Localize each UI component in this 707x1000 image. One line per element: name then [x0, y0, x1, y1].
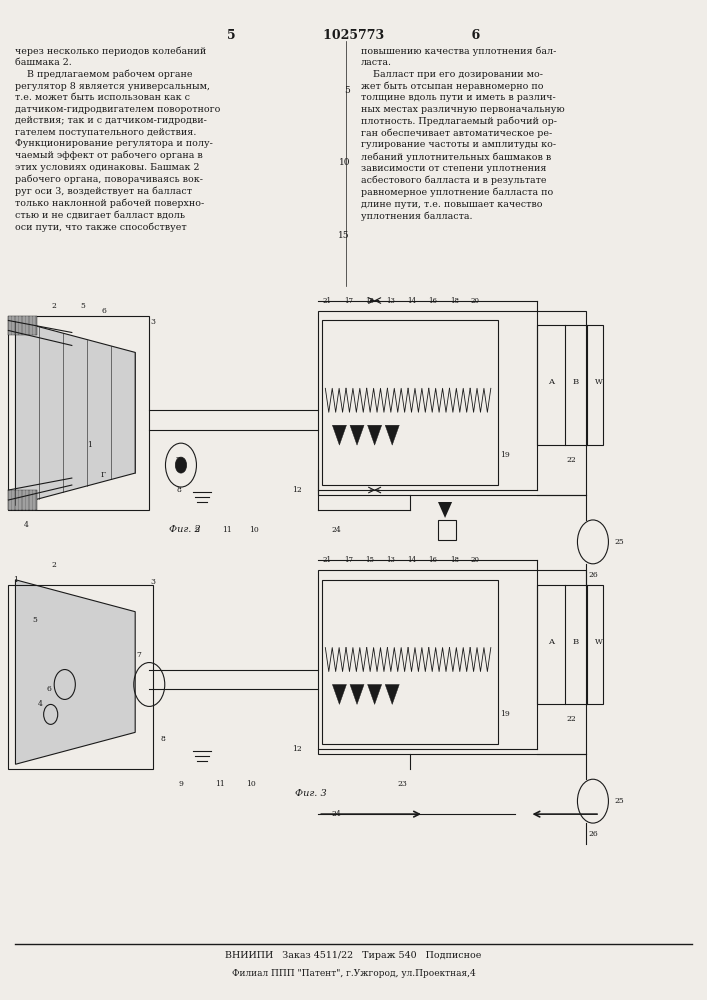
- Bar: [322, 580, 498, 744]
- Text: повышению качества уплотнения бал-
ласта.
    Балласт при его дозировании мо-
же: повышению качества уплотнения бал- ласта…: [361, 46, 564, 221]
- Text: 5: 5: [344, 86, 350, 95]
- Text: 15: 15: [366, 556, 374, 564]
- Bar: [8, 316, 37, 335]
- Text: 20: 20: [471, 297, 480, 305]
- Text: 26: 26: [588, 571, 598, 579]
- Text: 26: 26: [588, 830, 598, 838]
- Text: 19: 19: [500, 451, 510, 459]
- Text: 10: 10: [249, 526, 258, 534]
- Bar: [537, 585, 604, 704]
- Circle shape: [175, 457, 187, 473]
- Text: 5: 5: [33, 616, 37, 624]
- Text: 4: 4: [37, 700, 42, 708]
- Text: 15: 15: [366, 297, 374, 305]
- Text: 6: 6: [101, 307, 106, 315]
- Bar: [318, 570, 586, 754]
- Text: 4: 4: [23, 521, 28, 529]
- Text: A: A: [548, 378, 554, 386]
- Text: 12: 12: [292, 486, 302, 494]
- Polygon shape: [350, 684, 364, 704]
- Text: 2: 2: [52, 302, 57, 310]
- Text: Г: Г: [101, 471, 106, 479]
- Text: 7: 7: [136, 651, 141, 659]
- Text: 21: 21: [323, 297, 332, 305]
- Polygon shape: [332, 425, 346, 445]
- Text: Филиал ППП "Патент", г.Ужгород, ул.Проектная,4: Филиал ППП "Патент", г.Ужгород, ул.Проек…: [232, 969, 475, 978]
- Bar: [8, 585, 153, 769]
- Text: 14: 14: [407, 297, 416, 305]
- Text: 3: 3: [151, 578, 156, 586]
- Polygon shape: [368, 684, 382, 704]
- Text: 24: 24: [331, 810, 341, 818]
- Text: 1: 1: [87, 441, 92, 449]
- Text: 10: 10: [247, 780, 256, 788]
- Text: 16: 16: [428, 556, 438, 564]
- Text: W: W: [595, 378, 602, 386]
- Text: Фиг. 2: Фиг. 2: [168, 525, 200, 534]
- Text: 3: 3: [151, 318, 156, 326]
- Text: 18: 18: [450, 556, 459, 564]
- Text: 2: 2: [52, 561, 57, 569]
- Bar: [318, 311, 586, 495]
- Bar: [8, 490, 37, 510]
- Text: 6: 6: [47, 685, 52, 693]
- Polygon shape: [385, 684, 399, 704]
- Text: 22: 22: [567, 456, 577, 464]
- Polygon shape: [438, 502, 452, 518]
- Text: A: A: [548, 638, 554, 646]
- Text: через несколько периодов колебаний
башмака 2.
    В предлагаемом рабочем органе
: через несколько периодов колебаний башма…: [16, 46, 221, 232]
- Polygon shape: [350, 425, 364, 445]
- Text: B: B: [573, 638, 579, 646]
- Text: 13: 13: [387, 556, 395, 564]
- Text: 1: 1: [13, 576, 18, 584]
- Text: 5                    1025773                    6: 5 1025773 6: [227, 29, 480, 42]
- Text: Фиг. 3: Фиг. 3: [296, 789, 327, 798]
- Bar: [537, 325, 604, 445]
- Text: B: B: [573, 378, 579, 386]
- Text: 10: 10: [339, 158, 350, 167]
- Text: 19: 19: [500, 710, 510, 718]
- Bar: [322, 320, 498, 485]
- Polygon shape: [385, 425, 399, 445]
- Text: 11: 11: [215, 780, 225, 788]
- Text: 11: 11: [222, 526, 232, 534]
- Text: 13: 13: [387, 297, 395, 305]
- Text: 8: 8: [177, 486, 181, 494]
- Text: ВНИИПИ   Заказ 4511/22   Тираж 540   Подписное: ВНИИПИ Заказ 4511/22 Тираж 540 Подписное: [226, 951, 481, 960]
- Text: 12: 12: [292, 745, 302, 753]
- Polygon shape: [16, 320, 135, 505]
- Polygon shape: [16, 580, 135, 764]
- Bar: [438, 520, 455, 540]
- Text: 9: 9: [179, 780, 183, 788]
- Text: 17: 17: [344, 556, 353, 564]
- Text: 5: 5: [80, 302, 85, 310]
- Text: 20: 20: [471, 556, 480, 564]
- Text: 22: 22: [567, 715, 577, 723]
- Polygon shape: [368, 425, 382, 445]
- Text: 8: 8: [161, 735, 166, 743]
- Text: 17: 17: [344, 297, 353, 305]
- Text: W: W: [595, 638, 602, 646]
- Text: 25: 25: [614, 797, 624, 805]
- Polygon shape: [332, 684, 346, 704]
- Text: 15: 15: [339, 231, 350, 240]
- Text: 18: 18: [450, 297, 459, 305]
- Text: 21: 21: [323, 556, 332, 564]
- Text: 24: 24: [331, 526, 341, 534]
- Text: 16: 16: [428, 297, 438, 305]
- Text: 7: 7: [175, 456, 180, 464]
- Text: 25: 25: [614, 538, 624, 546]
- Text: 23: 23: [398, 780, 408, 788]
- Text: 14: 14: [407, 556, 416, 564]
- Text: 9: 9: [194, 526, 199, 534]
